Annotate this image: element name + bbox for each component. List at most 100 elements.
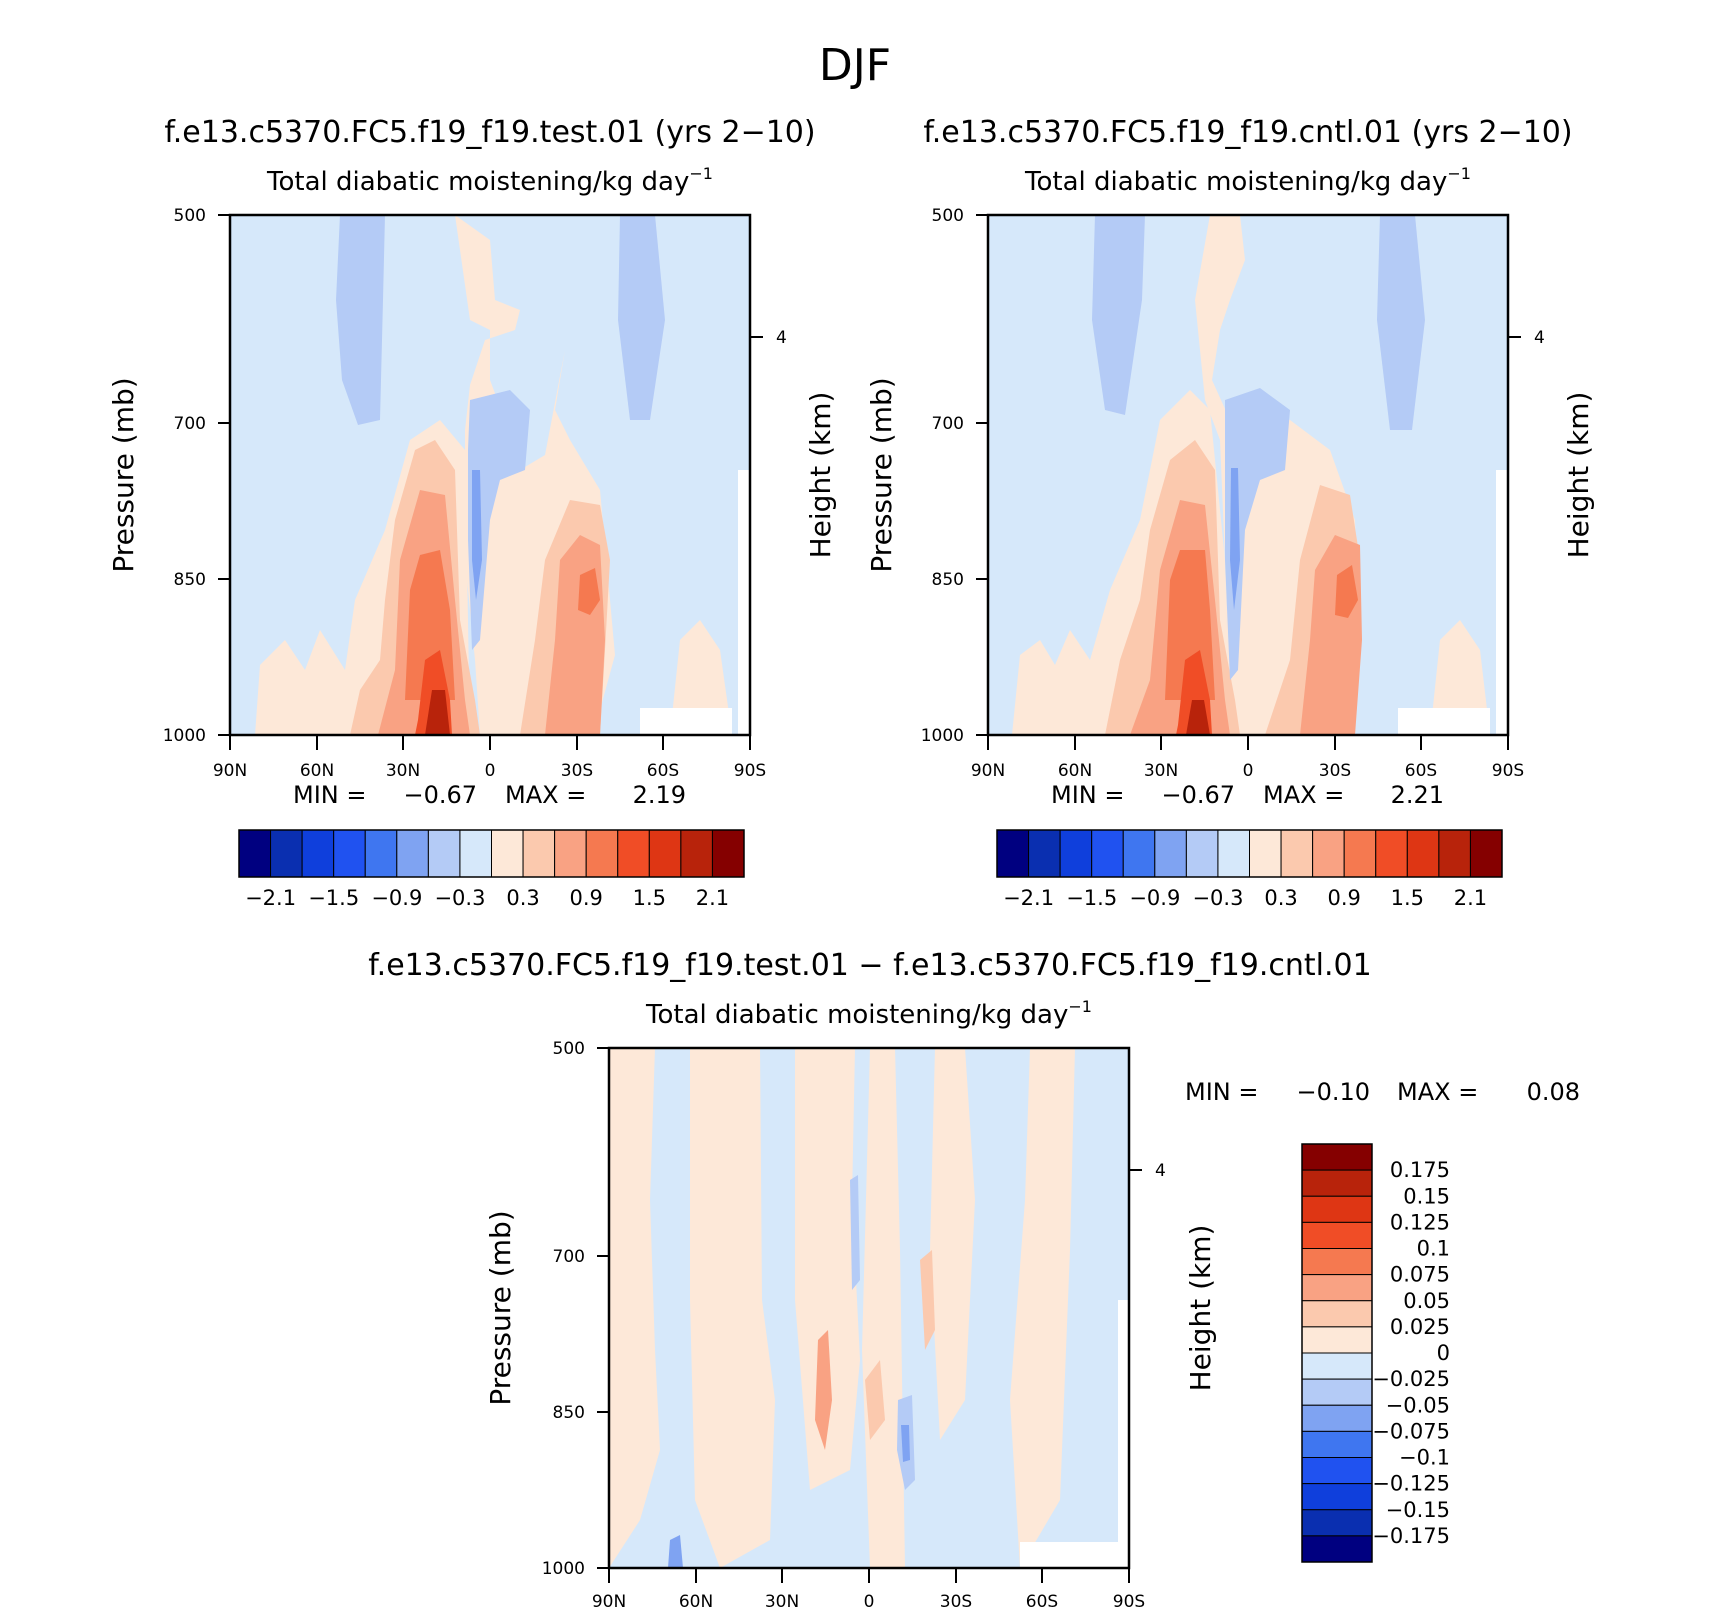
contour-cntl-neg-core bbox=[1230, 468, 1240, 610]
panel-test-colorbar bbox=[238, 829, 745, 878]
colorbar-box bbox=[1406, 829, 1440, 878]
contour-diff-missing bbox=[1118, 1300, 1129, 1542]
y-axis-title: Pressure (mb) bbox=[865, 377, 898, 572]
colorbar-box bbox=[617, 829, 650, 878]
y2-axis-title: Height (km) bbox=[804, 392, 837, 559]
y-tick-500: 500 bbox=[932, 206, 964, 226]
colorbar-box bbox=[1375, 829, 1408, 878]
colorbar-box bbox=[554, 829, 587, 878]
colorbar-label: −0.3 bbox=[1192, 886, 1243, 910]
panel-cntl-colorbar-labels: −2.1 −1.5 −0.9 −0.3 0.3 0.9 1.5 2.1 bbox=[1003, 886, 1487, 910]
colorbar-box bbox=[238, 829, 272, 878]
x-tick-30n: 30N bbox=[386, 761, 420, 781]
contour-diff-pos2 bbox=[815, 1330, 832, 1450]
colorbar-box bbox=[1301, 1143, 1373, 1171]
colorbar-box bbox=[1469, 829, 1503, 878]
colorbar-box bbox=[1301, 1404, 1373, 1432]
colorbar-box bbox=[1301, 1300, 1373, 1328]
x-tick-30s: 30S bbox=[940, 1592, 972, 1611]
figure-title: DJF bbox=[819, 40, 891, 91]
x-tick-60s: 60S bbox=[647, 761, 679, 781]
colorbar-label: −0.175 bbox=[1372, 1524, 1450, 1548]
colorbar-label: 0.9 bbox=[1327, 886, 1360, 910]
colorbar-label: 0.125 bbox=[1390, 1210, 1450, 1234]
panel-test: f.e13.c5370.FC5.f19_f19.test.01 (yrs 2−1… bbox=[107, 115, 837, 910]
y-tick-500: 500 bbox=[553, 1039, 585, 1059]
panel-diff-plot-area bbox=[609, 1048, 1129, 1568]
colorbar-box bbox=[1301, 1483, 1373, 1511]
colorbar-box bbox=[1301, 1430, 1373, 1458]
colorbar-label: −0.025 bbox=[1372, 1367, 1450, 1391]
panel-test-variable: Total diabatic moistening/kg day−1 bbox=[266, 164, 713, 197]
colorbar-box bbox=[1301, 1169, 1373, 1197]
colorbar-label: 2.1 bbox=[1454, 886, 1487, 910]
colorbar-frame bbox=[996, 829, 1503, 878]
colorbar-label: 0.9 bbox=[569, 886, 602, 910]
x-tick-60n: 60N bbox=[300, 761, 334, 781]
colorbar-label: −0.3 bbox=[434, 886, 485, 910]
x-tick-90s: 90S bbox=[734, 761, 766, 781]
contour-test-neg-shallow bbox=[618, 215, 665, 420]
colorbar-label: −0.15 bbox=[1386, 1498, 1450, 1522]
contour-test-neg-deep bbox=[468, 390, 530, 650]
colorbar-label: 0.1 bbox=[1417, 1237, 1450, 1261]
y-tick-850: 850 bbox=[553, 1403, 585, 1423]
panel-cntl-variable: Total diabatic moistening/kg day−1 bbox=[1024, 164, 1471, 197]
x-tick-90s: 90S bbox=[1492, 761, 1524, 781]
min-value: −0.67 bbox=[403, 781, 477, 809]
contour-test-pos6 bbox=[425, 690, 450, 735]
colorbar-label: 1.5 bbox=[633, 886, 666, 910]
y-axis-title: Pressure (mb) bbox=[484, 1210, 517, 1405]
panel-test-colorbar-labels: −2.1 −1.5 −0.9 −0.3 0.3 0.9 1.5 2.1 bbox=[245, 886, 729, 910]
x-tick-60s: 60S bbox=[1026, 1592, 1058, 1611]
y2-axis-title: Height (km) bbox=[1562, 392, 1595, 559]
colorbar-box bbox=[1301, 1535, 1373, 1563]
colorbar-box bbox=[1312, 829, 1345, 878]
panel-diff-title: f.e13.c5370.FC5.f19_f19.test.01 − f.e13.… bbox=[368, 948, 1371, 983]
max-value: 2.19 bbox=[633, 781, 686, 809]
colorbar-box bbox=[427, 829, 461, 878]
contour-diff-pos2 bbox=[865, 1360, 885, 1440]
min-value: −0.67 bbox=[1161, 781, 1235, 809]
colorbar-label: −1.5 bbox=[1066, 886, 1117, 910]
contour-diff-pos-band bbox=[930, 1048, 975, 1440]
colorbar-box bbox=[1091, 829, 1124, 878]
y-tick-1000: 1000 bbox=[921, 726, 964, 746]
x-tick-60s: 60S bbox=[1405, 761, 1437, 781]
panel-test-plot-area bbox=[230, 215, 750, 735]
y-tick-700: 700 bbox=[174, 414, 206, 434]
min-label: MIN = bbox=[293, 781, 366, 809]
panel-test-axes: 500 700 850 1000 4 90N 60N 30N 0 30S 60S… bbox=[107, 206, 837, 781]
colorbar-box bbox=[1122, 829, 1156, 878]
y2-axis-title: Height (km) bbox=[1184, 1225, 1217, 1392]
colorbar-box bbox=[1280, 829, 1314, 878]
contour-diff-pos-band bbox=[690, 1048, 775, 1568]
contour-test-missing bbox=[640, 708, 732, 735]
y2-tick-4: 4 bbox=[1155, 1161, 1166, 1181]
colorbar-box bbox=[1301, 1221, 1373, 1249]
x-tick-90n: 90N bbox=[592, 1592, 626, 1611]
colorbar-label: 0.3 bbox=[506, 886, 539, 910]
panel-cntl-plot-area bbox=[988, 215, 1508, 735]
colorbar-box bbox=[301, 829, 335, 878]
x-tick-0: 0 bbox=[485, 761, 496, 781]
contour-diff-neg2 bbox=[668, 1535, 683, 1568]
y-tick-850: 850 bbox=[932, 570, 964, 590]
panel-diff-minmax: MIN = −0.10 MAX = 0.08 bbox=[1185, 1078, 1580, 1106]
colorbar-box bbox=[491, 829, 524, 878]
colorbar-label: −0.9 bbox=[1129, 886, 1180, 910]
contour-cntl-pos1 bbox=[1430, 620, 1490, 735]
colorbar-label: −0.125 bbox=[1372, 1472, 1450, 1496]
colorbar-box bbox=[1154, 829, 1187, 878]
x-tick-60n: 60N bbox=[679, 1592, 713, 1611]
colorbar-label: 0.15 bbox=[1403, 1184, 1450, 1208]
colorbar-label: −2.1 bbox=[1003, 886, 1054, 910]
panel-cntl-axes: 500 700 850 1000 4 90N 60N 30N 0 30S 60S… bbox=[865, 206, 1595, 781]
min-label: MIN = bbox=[1051, 781, 1124, 809]
colorbar-label: 0 bbox=[1437, 1341, 1450, 1365]
colorbar-box bbox=[585, 829, 619, 878]
colorbar-label: −0.05 bbox=[1386, 1393, 1450, 1417]
colorbar-label: 0.175 bbox=[1390, 1158, 1450, 1182]
x-tick-30n: 30N bbox=[1144, 761, 1178, 781]
